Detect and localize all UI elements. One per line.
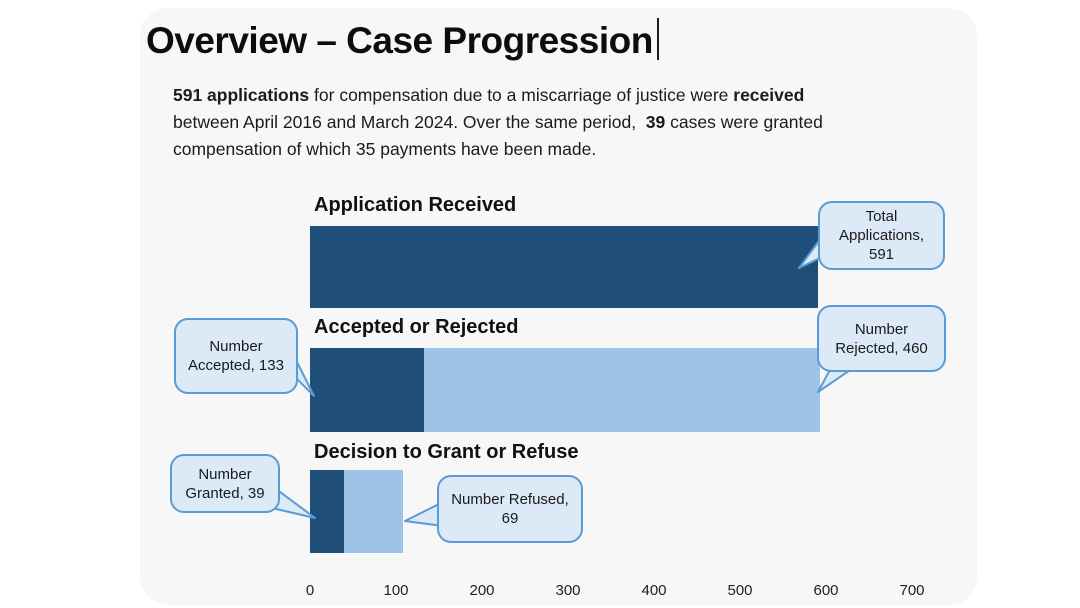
x-axis-tick-700: 700 [899,582,925,599]
x-axis-tick-400: 400 [641,582,667,599]
callout-total-applications[interactable]: Total Applications, 591 [818,201,945,270]
chart-section-label-decision-to-grant-or-refuse[interactable]: Decision to Grant or Refuse [314,441,579,463]
callout-number-granted[interactable]: Number Granted, 39 [170,454,280,513]
callout-text: Number Granted, 39 [185,465,265,502]
x-axis-tick-600: 600 [813,582,839,599]
callout-number-accepted[interactable]: Number Accepted, 133 [174,318,298,394]
text-cursor [656,18,660,60]
x-axis-tick-200: 200 [469,582,495,599]
x-axis-tick-500: 500 [727,582,753,599]
slide-title: Overview – Case Progression [146,20,653,61]
callout-text: Total Applications, 591 [838,208,925,263]
callout-number-rejected[interactable]: Number Rejected, 460 [817,305,946,372]
bar-segment-number-rejected[interactable] [424,348,820,432]
bar-segment-number-refused[interactable] [343,470,403,553]
bar-decision-to-grant-or-refuse[interactable] [310,470,403,553]
chart-section-label-accepted-or-rejected[interactable]: Accepted or Rejected [314,316,519,338]
bar-application-received[interactable] [310,226,819,308]
chart-section-label-application-received[interactable]: Application Received [314,194,517,216]
x-axis-tick-300: 300 [555,582,581,599]
callout-number-refused[interactable]: Number Refused, 69 [437,475,583,543]
intro-paragraph[interactable]: 591 applications for compensation due to… [173,85,823,159]
bar-accepted-or-rejected[interactable] [310,348,820,432]
bar-segment-number-accepted[interactable] [310,348,425,432]
callout-text: Number Accepted, 133 [188,338,284,374]
x-axis: 0 100 200 300 400 500 600 700 [306,582,930,602]
callout-text: Number Rejected, 460 [835,320,928,357]
bar-segment-number-granted[interactable] [310,470,344,553]
callout-text: Number Refused, 69 [451,491,569,527]
x-axis-tick-0: 0 [305,582,315,599]
x-axis-tick-100: 100 [383,582,409,599]
bar-segment-total-applications[interactable] [310,226,819,308]
slide-title-textbox[interactable]: Overview – Case Progression [146,18,660,62]
